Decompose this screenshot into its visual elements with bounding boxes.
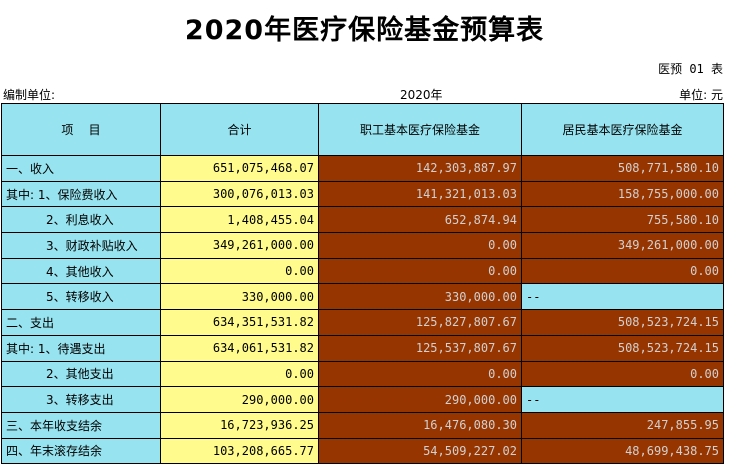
row-employee-fund: 54,509,227.02 (318, 437, 522, 465)
row-resident-fund: -- (521, 283, 724, 311)
row-resident-fund: 0.00 (521, 257, 724, 285)
row-total: 0.00 (160, 257, 319, 285)
row-label: 三、本年收支结余 (1, 411, 161, 439)
row-total: 634,351,531.82 (160, 309, 319, 336)
table-row: 2、其他支出 0.00 0.00 0.00 (1, 360, 724, 388)
row-employee-fund: 142,303,887.97 (318, 155, 522, 182)
preparer-label: 编制单位: (3, 88, 56, 102)
row-resident-fund: 508,771,580.10 (521, 155, 724, 182)
row-label: 其中: 1、待遇支出 (1, 334, 161, 362)
page-title: 2020年医疗保险基金预算表 (184, 15, 545, 46)
row-label: 其中: 1、保险费收入 (1, 180, 161, 208)
table-row: 一、收入 651,075,468.07 142,303,887.97 508,771,… (1, 155, 724, 182)
row-total: 0.00 (160, 360, 319, 388)
row-employee-fund: 125,537,807.67 (318, 334, 522, 362)
header-total: 合计 (160, 103, 319, 156)
row-resident-fund: 349,261,000.00 (521, 232, 724, 259)
row-total: 300,076,013.03 (160, 180, 319, 208)
table-row: 其中: 1、保险费收入 300,076,013.03 141,321,013.03 1… (1, 180, 724, 208)
budget-table: 项 目 合计 职工基本医疗保险基金 居民基本医疗保险基金 一、收入 651,075… (1, 103, 724, 465)
row-label: 4、其他收入 (1, 257, 161, 285)
row-label: 2、其他支出 (1, 360, 161, 388)
row-label: 3、转移支出 (1, 386, 161, 413)
row-label: 四、年末滚存结余 (1, 437, 161, 465)
row-total: 103,208,665.77 (160, 437, 319, 465)
row-label: 2、利息收入 (1, 206, 161, 234)
table-row: 4、其他收入 0.00 0.00 0.00 (1, 257, 724, 285)
table-row: 3、财政补贴收入 349,261,000.00 0.00 349,261,000.00 (1, 232, 724, 259)
row-total: 290,000.00 (160, 386, 319, 413)
table-row: 3、转移支出 290,000.00 290,000.00 -- (1, 386, 724, 413)
table-row: 三、本年收支结余 16,723,936.25 16,476,080.30 247,85… (1, 411, 724, 439)
row-label: 5、转移收入 (1, 283, 161, 311)
table-row: 5、转移收入 330,000.00 330,000.00 -- (1, 283, 724, 311)
row-total: 651,075,468.07 (160, 155, 319, 182)
row-resident-fund: 755,580.10 (521, 206, 724, 234)
row-label: 二、支出 (1, 309, 161, 336)
form-number: 医预 01 表 (658, 62, 723, 76)
header-item: 项 目 (1, 103, 161, 156)
row-employee-fund: 16,476,080.30 (318, 411, 522, 439)
row-total: 330,000.00 (160, 283, 319, 311)
row-employee-fund: 652,874.94 (318, 206, 522, 234)
row-total: 1,408,455.04 (160, 206, 319, 234)
row-resident-fund: 508,523,724.15 (521, 334, 724, 362)
row-employee-fund: 0.00 (318, 360, 522, 388)
row-label: 一、收入 (1, 155, 161, 182)
row-resident-fund: 48,699,438.75 (521, 437, 724, 465)
currency-unit: 单位: 元 (679, 88, 723, 102)
row-resident-fund: 508,523,724.15 (521, 309, 724, 336)
table-header-row: 项 目 合计 职工基本医疗保险基金 居民基本医疗保险基金 (1, 103, 724, 156)
table-row: 2、利息收入 1,408,455.04 652,874.94 755,580.10 (1, 206, 724, 234)
row-label: 3、财政补贴收入 (1, 232, 161, 259)
row-employee-fund: 125,827,807.67 (318, 309, 522, 336)
row-employee-fund: 0.00 (318, 257, 522, 285)
row-employee-fund: 290,000.00 (318, 386, 522, 413)
row-resident-fund: 247,855.95 (521, 411, 724, 439)
row-resident-fund: 158,755,000.00 (521, 180, 724, 208)
row-employee-fund: 141,321,013.03 (318, 180, 522, 208)
budget-year: 2020年 (400, 88, 443, 102)
table-row: 二、支出 634,351,531.82 125,827,807.67 508,523,… (1, 309, 724, 336)
row-employee-fund: 330,000.00 (318, 283, 522, 311)
table-row: 其中: 1、待遇支出 634,061,531.82 125,537,807.67 50… (1, 334, 724, 362)
row-employee-fund: 0.00 (318, 232, 522, 259)
row-total: 634,061,531.82 (160, 334, 319, 362)
header-resident-fund: 居民基本医疗保险基金 (521, 103, 724, 156)
row-resident-fund: -- (521, 386, 724, 413)
row-total: 349,261,000.00 (160, 232, 319, 259)
row-resident-fund: 0.00 (521, 360, 724, 388)
table-row: 四、年末滚存结余 103,208,665.77 54,509,227.02 48,69… (1, 437, 724, 465)
row-total: 16,723,936.25 (160, 411, 319, 439)
header-employee-fund: 职工基本医疗保险基金 (318, 103, 522, 156)
